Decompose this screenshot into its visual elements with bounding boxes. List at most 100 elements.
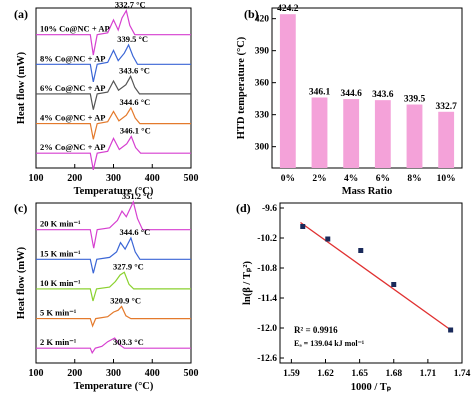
d-x-tick-label: 1.74 — [454, 369, 471, 379]
b-bar — [374, 100, 391, 168]
b-y-tick-label: 360 — [255, 79, 270, 89]
d-annotation-r2: R² = 0.9916 — [294, 325, 338, 335]
a-x-tick-label: 400 — [145, 173, 160, 184]
a-peak-label: 339.5 °C — [117, 34, 148, 44]
c-series-line — [35, 236, 191, 274]
c-x-tick-label: 300 — [106, 368, 121, 379]
b-y-tick-label: 390 — [255, 47, 270, 57]
b-bar — [343, 99, 360, 168]
a-x-tick-label: 200 — [67, 173, 82, 184]
b-bar — [406, 104, 423, 168]
c-series-label: 20 K min⁻¹ — [40, 219, 81, 229]
b-x-tick-label: 10% — [437, 174, 456, 184]
panel-a: (a) 100 200 300 400 500 Temperature (°C) Heat … — [14, 0, 199, 197]
a-series-line — [35, 74, 191, 110]
c-x-tick-label: 400 — [145, 368, 160, 379]
b-x-tick-label: 6% — [376, 174, 390, 184]
a-peak-label: 346.1 °C — [120, 126, 151, 136]
c-peak-label: 320.9 °C — [110, 296, 141, 306]
a-series-label: 2% Co@NC + AP — [40, 142, 105, 152]
c-series-line — [35, 271, 191, 302]
c-x-tick-label: 200 — [67, 368, 82, 379]
panel-c-label: (c) — [14, 201, 27, 215]
d-y-axis-label: ln(β / Tₚ²) — [242, 260, 253, 305]
c-peak-label: 327.9 °C — [113, 261, 144, 271]
a-x-tick-label: 300 — [106, 173, 121, 184]
b-x-axis-label: Mass Ratio — [342, 186, 392, 197]
c-peak-label: 344.6 °C — [120, 227, 151, 237]
d-x-tick-label: 1.59 — [283, 369, 300, 379]
b-x-tick-label: 4% — [344, 174, 358, 184]
d-x-tick-label: 1.71 — [420, 369, 437, 379]
d-fit-line — [300, 221, 454, 333]
c-peak-label: 303.3 °C — [113, 337, 144, 347]
d-y-tick-label: -12.0 — [257, 324, 277, 334]
b-bar-value-label: 424.2 — [277, 4, 299, 14]
panel-d: (d) 1.59 1.62 1.65 1.68 1.71 1.74 -9.6 -10.2 -10… — [236, 201, 471, 393]
d-y-tick-label: -11.4 — [258, 294, 278, 304]
d-data-point — [448, 327, 454, 333]
a-series-label: 8% Co@NC + AP — [40, 53, 105, 63]
c-x-axis-label: Temperature (°C) — [74, 381, 154, 392]
a-y-axis-label: Heat flow (mW) — [16, 51, 27, 124]
b-bar-value-label: 332.7 — [435, 102, 457, 112]
b-x-tick-label: 8% — [407, 174, 421, 184]
b-y-tick-label: 300 — [255, 143, 270, 153]
d-y-tick-label: -12.6 — [257, 354, 277, 364]
d-x-axis-label: 1000 / Tₚ — [351, 382, 392, 393]
d-y-tick-label: -9.6 — [262, 204, 277, 214]
panel-b-label: (b) — [244, 7, 259, 21]
d-plot-frame — [279, 202, 463, 364]
a-series-label: 4% Co@NC + AP — [40, 113, 105, 123]
d-data-point — [325, 236, 331, 242]
b-bar — [279, 14, 296, 169]
c-series-label: 10 K min⁻¹ — [40, 278, 81, 288]
b-x-tick-label: 2% — [312, 174, 326, 184]
panel-b: (b) 300 330 360 390 420 424.2 0% 346.1 2% 344.6 4%… — [236, 4, 463, 197]
b-bar-value-label: 346.1 — [309, 87, 331, 97]
a-peak-label: 343.6 °C — [119, 65, 150, 75]
d-x-tick-label: 1.65 — [351, 369, 368, 379]
a-peak-label: 332.7 °C — [115, 0, 146, 10]
d-data-point — [300, 224, 306, 229]
b-x-tick-label: 0% — [281, 174, 295, 184]
b-bar-value-label: 339.5 — [404, 95, 426, 105]
d-y-tick-label: -10.2 — [257, 234, 277, 244]
d-data-point — [358, 248, 364, 253]
a-x-tick-label: 500 — [184, 173, 199, 184]
a-series-line — [35, 8, 191, 56]
panel-d-label: (d) — [236, 201, 251, 215]
c-x-tick-label: 500 — [184, 368, 199, 379]
b-y-axis-label: HTD temperature (°C) — [236, 36, 247, 139]
a-series-line — [35, 106, 191, 140]
b-bar-value-label: 343.6 — [372, 90, 394, 100]
panel-c: (c) 100 200 300 400 500 Temperature (°C) Heat … — [14, 191, 199, 392]
a-series-label: 10% Co@NC + AP — [40, 24, 110, 34]
c-series-label: 15 K min⁻¹ — [40, 248, 81, 258]
a-series-line — [35, 43, 191, 83]
c-series-line — [35, 200, 191, 249]
b-y-tick-label: 420 — [255, 15, 270, 25]
a-series-label: 6% Co@NC + AP — [40, 83, 105, 93]
d-x-tick-label: 1.62 — [317, 369, 334, 379]
c-y-axis-label: Heat flow (mW) — [16, 246, 27, 319]
d-data-point — [391, 282, 397, 287]
c-x-tick-label: 100 — [29, 368, 44, 379]
panel-a-label: (a) — [14, 7, 28, 21]
b-bar — [311, 97, 328, 168]
a-x-tick-label: 100 — [29, 173, 44, 184]
d-x-tick-label: 1.68 — [385, 369, 402, 379]
c-series-label: 2 K min⁻¹ — [40, 337, 77, 347]
d-annotation-ea: Eₐ = 139.04 kJ mol⁻¹ — [294, 339, 365, 348]
d-y-tick-label: -10.8 — [257, 264, 277, 274]
c-series-line — [35, 305, 191, 328]
b-y-tick-label: 330 — [255, 111, 270, 121]
b-bar-value-label: 344.6 — [340, 89, 362, 99]
a-x-axis-label: Temperature (°C) — [74, 186, 154, 197]
c-peak-label: 351.2 °C — [122, 191, 153, 201]
c-series-line — [35, 337, 191, 355]
b-bar — [438, 111, 455, 168]
a-peak-label: 344.6 °C — [120, 97, 151, 107]
b-plot-frame — [271, 7, 463, 169]
